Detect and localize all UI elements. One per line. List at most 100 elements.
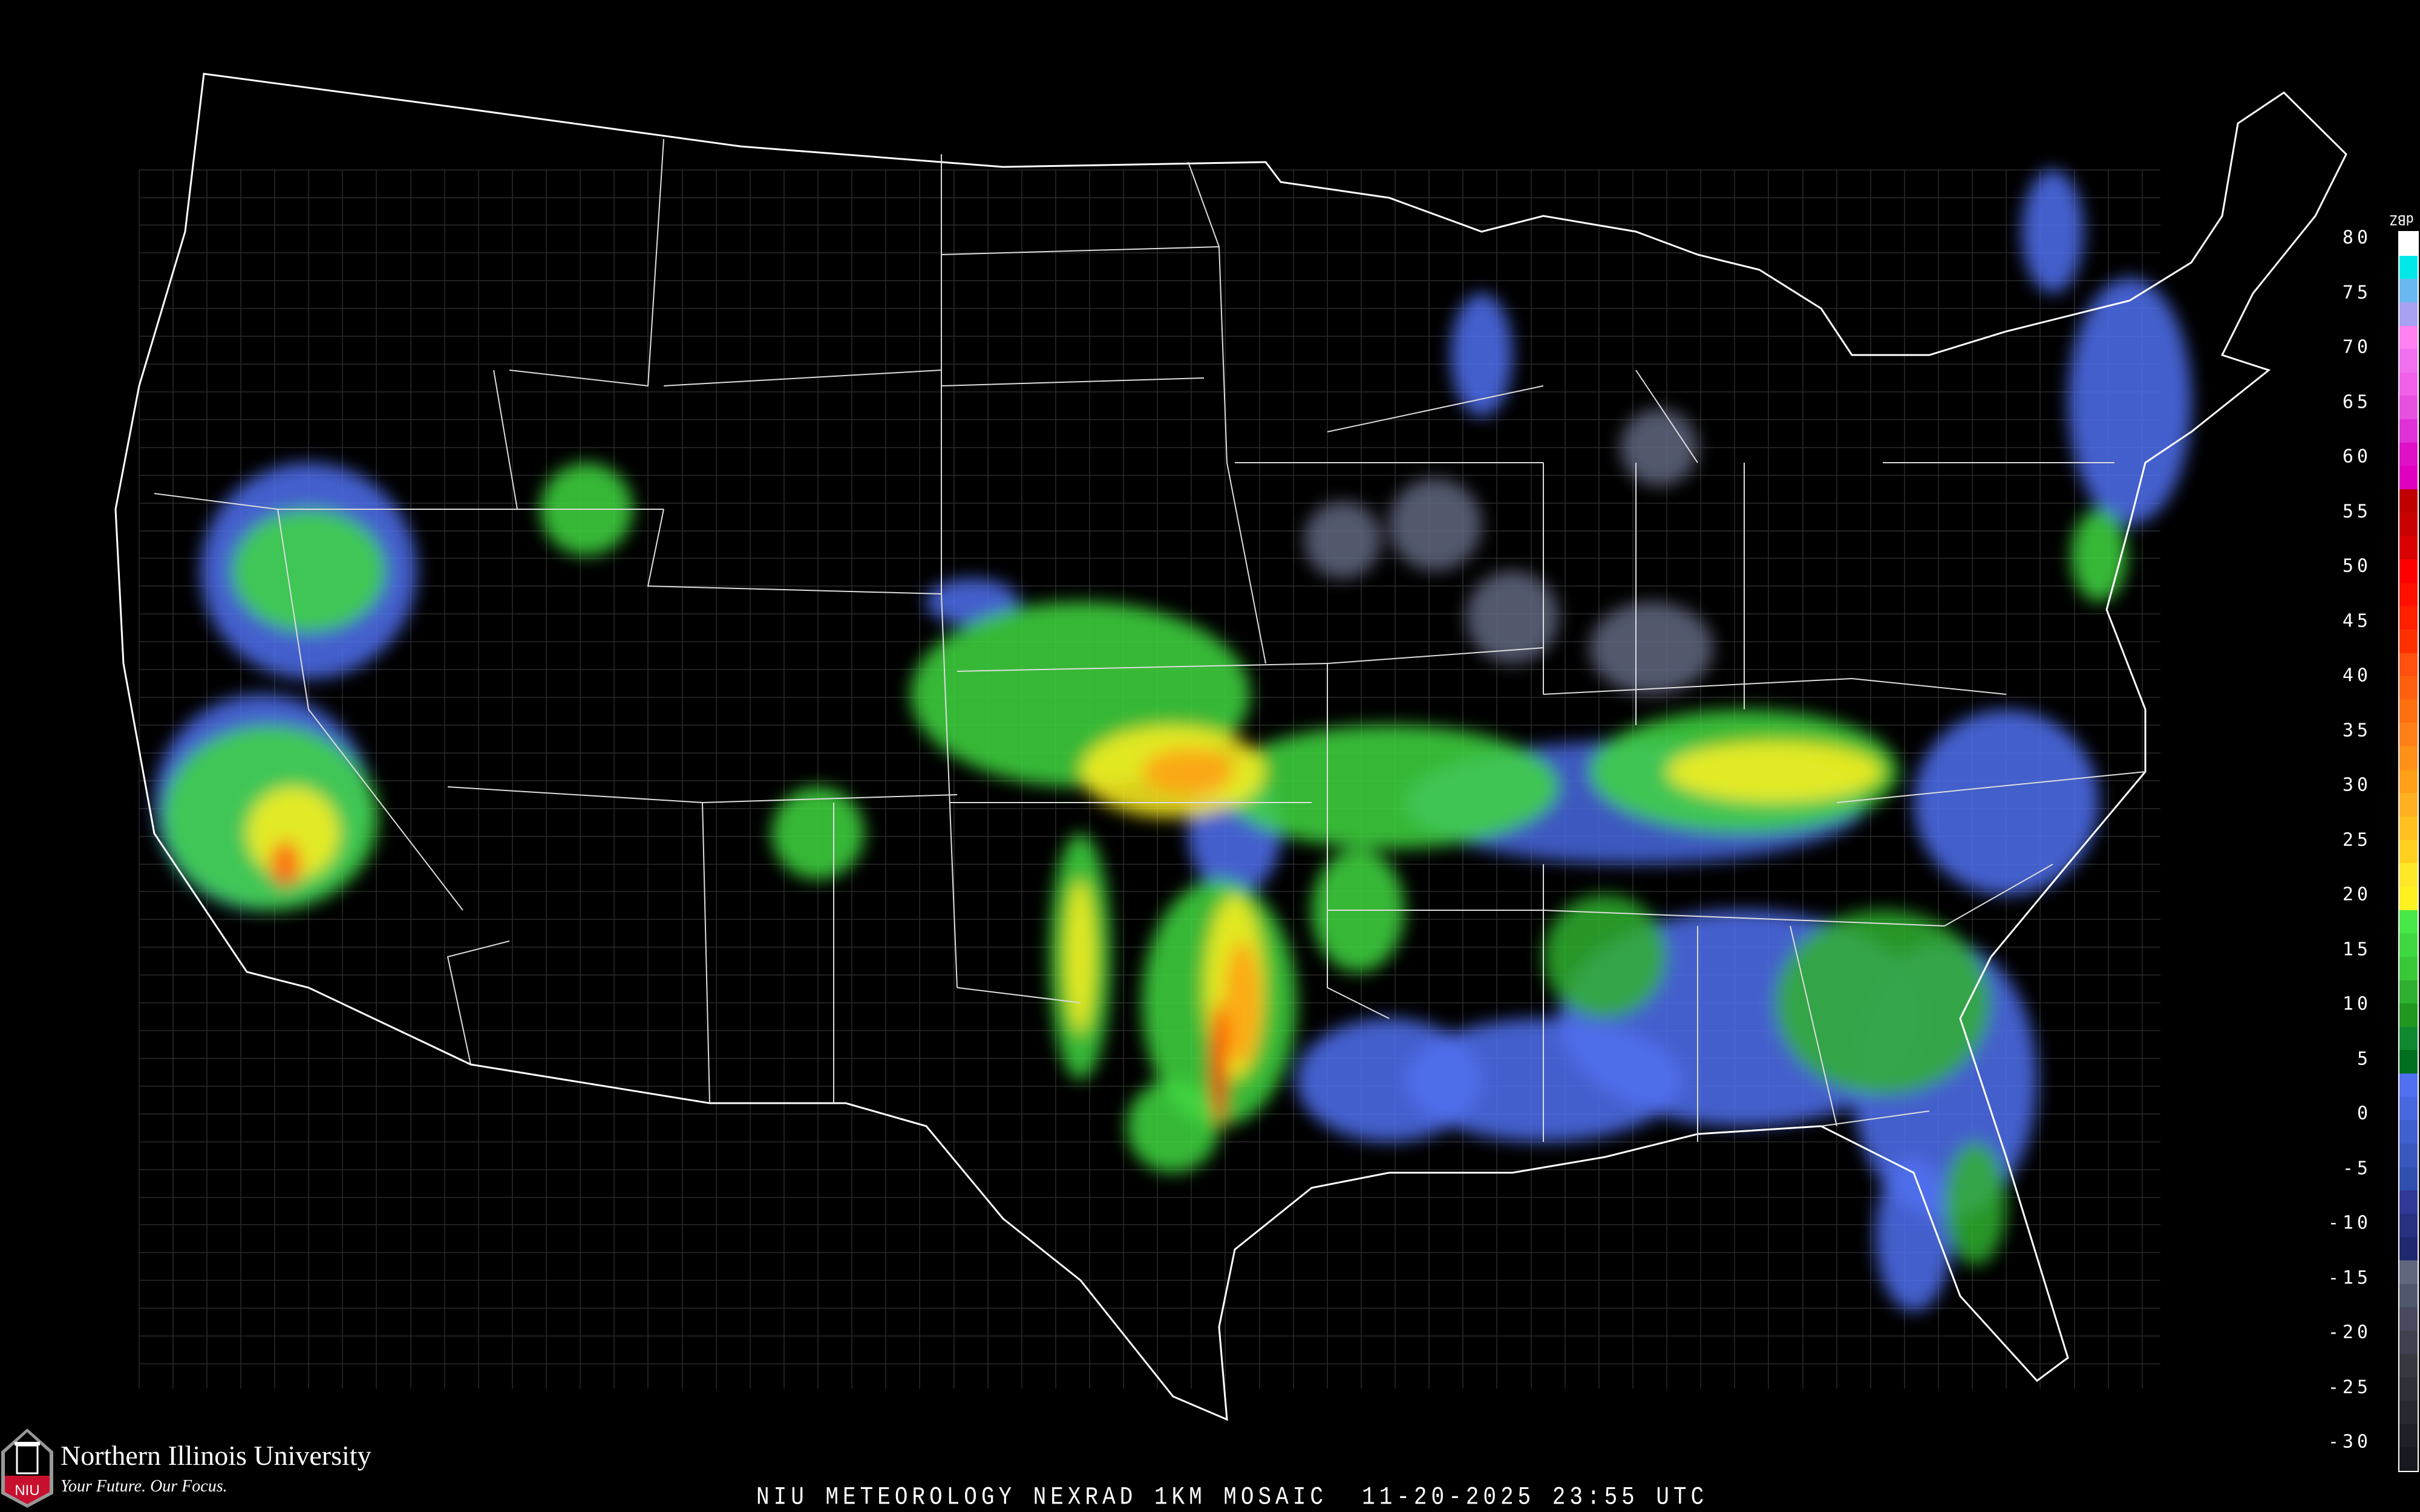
state-border [509, 138, 664, 387]
radar-echo [1304, 501, 1382, 579]
colorbar-tick-label: 65 [2342, 391, 2372, 412]
colorbar-tick-label: -20 [2327, 1321, 2372, 1343]
colorbar-segment [2399, 863, 2418, 887]
radar-echo [1914, 709, 2099, 895]
colorbar-segment [2399, 1213, 2418, 1237]
state-border [1820, 1110, 1930, 1127]
colorbar-segment [2399, 396, 2418, 420]
radar-echo [1219, 725, 1559, 849]
state-border [446, 940, 510, 1065]
colorbar-segment [2399, 466, 2418, 490]
colorbar-segment [2399, 956, 2418, 980]
colorbar-tick-label: 60 [2342, 446, 2372, 468]
colorbar-segment [2399, 1377, 2418, 1401]
radar-echo [1450, 293, 1512, 417]
colorbar-segment [2399, 793, 2418, 817]
university-tagline: Your Future. Our Focus. [60, 1477, 227, 1496]
colorbar-segment [2399, 1424, 2418, 1448]
radar-echo [1589, 601, 1713, 694]
colorbar-segment [2399, 629, 2418, 653]
state-border [702, 794, 958, 803]
colorbar-segment [2399, 1097, 2418, 1121]
colorbar-segment [2399, 489, 2418, 513]
colorbar-segment [2399, 606, 2418, 630]
colorbar-segment [2399, 1307, 2418, 1331]
radar-echo [926, 578, 1019, 625]
colorbar-tick-label: 10 [2342, 993, 2372, 1015]
state-border [941, 246, 1220, 255]
colorbar-segment [2399, 1283, 2418, 1308]
colorbar-segment [2399, 1003, 2418, 1027]
state-border [1327, 803, 1390, 1019]
radar-echo [1466, 570, 1559, 663]
radar-echo [1127, 1080, 1220, 1173]
colorbar-segment [2399, 1237, 2418, 1261]
colorbar-segment [2399, 232, 2418, 256]
state-border [154, 493, 278, 510]
state-border [1543, 910, 1945, 927]
colorbar-tick-label: -25 [2327, 1377, 2372, 1398]
state-border [1635, 370, 1698, 463]
radar-echo [2021, 169, 2084, 293]
niu-shield-icon: NIU [1, 1429, 53, 1508]
colorbar-tick-label: 25 [2342, 829, 2372, 850]
colorbar-segment [2399, 582, 2418, 607]
colorbar-segment [2399, 910, 2418, 934]
colorbar-tick-label: 50 [2342, 555, 2372, 577]
state-border [941, 593, 958, 988]
state-border [1944, 864, 2053, 927]
colorbar-tick-label: 75 [2342, 282, 2372, 303]
colorbar-segment [2399, 1050, 2418, 1074]
colorbar-segment [2399, 442, 2418, 466]
colorbar-segment [2399, 769, 2418, 793]
colorbar-tick-label: 55 [2342, 501, 2372, 522]
us-outline [114, 73, 2347, 1421]
colorbar-tick-label: 45 [2342, 610, 2372, 631]
colorbar-segment [2399, 653, 2418, 677]
radar-echo [231, 509, 386, 633]
colorbar-tick-label: -10 [2327, 1212, 2372, 1234]
colorbar-tick-label: 5 [2356, 1048, 2372, 1069]
state-border [493, 370, 518, 510]
colorbar-tick-label: 40 [2342, 665, 2372, 686]
colorbar-segment [2399, 1120, 2418, 1144]
state-border [277, 509, 463, 911]
colorbar-tick-label: 20 [2342, 884, 2372, 905]
radar-echo [1142, 748, 1235, 795]
radar-echo [1944, 1141, 2007, 1265]
colorbar-unit: dBZ [2390, 212, 2414, 227]
colorbar-segment [2399, 1401, 2418, 1424]
colorbar-segment [2399, 1260, 2418, 1284]
colorbar-tick-label: 80 [2342, 227, 2372, 249]
radar-echo [1065, 879, 1096, 1034]
state-borders [114, 73, 2347, 1421]
state-border [1327, 647, 1544, 664]
colorbar-segment [2399, 419, 2418, 443]
radar-echo [270, 841, 301, 887]
colorbar-segment [2399, 839, 2418, 864]
colorbar-segment [2399, 1074, 2418, 1097]
radar-echo [2071, 509, 2127, 602]
radar-echo [1209, 1003, 1229, 1127]
state-border [957, 987, 1081, 1003]
colorbar-tick-label: 15 [2342, 939, 2372, 960]
niu-logo: NIU Northern Illinois University Your Fu… [0, 1427, 436, 1509]
colorbar-tick-label: 70 [2342, 336, 2372, 358]
colorbar-segment [2399, 349, 2418, 373]
radar-echo [771, 787, 865, 880]
colorbar-segment [2399, 279, 2418, 302]
radar-echo [1388, 478, 1482, 571]
state-border [1543, 678, 1853, 695]
radar-echo [1774, 910, 1991, 1096]
radar-echo [1667, 740, 1883, 803]
state-border [1851, 678, 2007, 695]
colorbar-segment [2399, 1354, 2418, 1378]
colorbar-segment [2399, 933, 2418, 957]
colorbar-tick-label: 35 [2342, 720, 2372, 741]
colorbar-segment [2399, 1143, 2418, 1167]
state-border [647, 509, 942, 595]
colorbar-segment [2399, 1190, 2418, 1214]
state-border [957, 663, 1328, 672]
colorbar-segment [2399, 512, 2418, 536]
